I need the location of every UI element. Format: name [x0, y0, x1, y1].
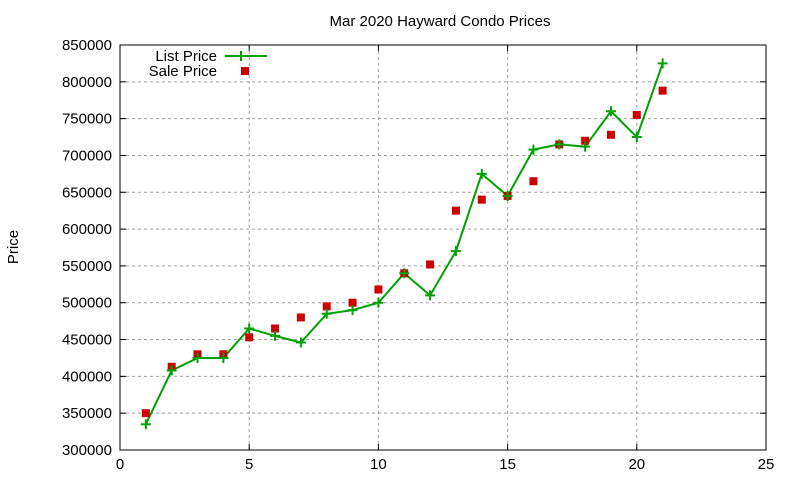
sale-price-point — [245, 333, 254, 342]
x-tick-label: 25 — [758, 456, 775, 473]
y-tick-label: 800000 — [62, 74, 112, 91]
plot-border — [119, 44, 767, 451]
y-axis-label: Price — [5, 230, 22, 264]
list-price-point — [347, 305, 358, 316]
data-series — [140, 58, 668, 430]
x-tick-label: 0 — [116, 456, 124, 473]
legend-square-icon — [241, 67, 249, 75]
legend-cross-icon — [236, 51, 246, 61]
sale-price-point — [632, 110, 641, 119]
x-axis-ticks: 0 5 10 15 20 25 — [116, 45, 775, 473]
sale-price-point — [348, 298, 357, 307]
list-price-point — [321, 308, 332, 319]
list-price-point — [528, 144, 539, 155]
legend-list-price-label: List Price — [155, 48, 217, 65]
x-tick-label: 5 — [245, 456, 253, 473]
list-price-point — [476, 168, 487, 179]
list-price-point — [554, 139, 565, 150]
y-tick-label: 600000 — [62, 221, 112, 238]
list-price-point — [631, 132, 642, 143]
sale-price-point — [529, 177, 538, 186]
list-price-point — [605, 106, 616, 117]
list-price-point — [373, 297, 384, 308]
list-price-point — [270, 330, 281, 341]
grid-lines — [120, 45, 766, 450]
sale-price-point — [658, 86, 667, 95]
list-price-point — [450, 246, 461, 257]
list-price-point — [166, 365, 177, 376]
list-price-point — [502, 190, 513, 201]
y-tick-label: 350000 — [62, 405, 112, 422]
legend-sale-price-label: Sale Price — [149, 63, 217, 80]
y-tick-label: 700000 — [62, 147, 112, 164]
y-tick-label: 750000 — [62, 111, 112, 128]
y-tick-label: 850000 — [62, 37, 112, 54]
sale-price-point — [141, 409, 150, 418]
sale-price-point — [271, 324, 280, 333]
sale-price-point — [581, 136, 590, 145]
y-tick-label: 550000 — [62, 258, 112, 275]
y-axis-ticks: 300000 350000 400000 450000 500000 550000 6000… — [62, 37, 766, 459]
list-price-point — [140, 419, 151, 430]
legend: List Price Sale Price — [149, 48, 267, 80]
list-price-point — [425, 290, 436, 301]
sale-price-point — [477, 195, 486, 204]
list-price-point — [218, 352, 229, 363]
sale-price-point — [374, 285, 383, 294]
y-tick-label: 650000 — [62, 184, 112, 201]
list-price-point — [192, 352, 203, 363]
y-tick-label: 450000 — [62, 332, 112, 349]
sale-price-point — [296, 313, 305, 322]
sale-price-point — [426, 260, 435, 269]
list-price-point — [244, 323, 255, 334]
x-tick-label: 15 — [499, 456, 516, 473]
x-tick-label: 20 — [628, 456, 645, 473]
list-price-point — [295, 337, 306, 348]
list-price-point — [657, 58, 668, 69]
x-tick-label: 10 — [370, 456, 387, 473]
y-tick-label: 400000 — [62, 368, 112, 385]
y-tick-label: 500000 — [62, 295, 112, 312]
sale-price-point — [606, 130, 615, 139]
list-price-point — [399, 268, 410, 279]
sale-price-point — [451, 206, 460, 215]
list-price-line — [144, 63, 664, 425]
list-price-point — [580, 141, 591, 152]
chart-title: Mar 2020 Hayward Condo Prices — [330, 13, 551, 30]
sale-price-point — [322, 302, 331, 311]
y-tick-label: 300000 — [62, 442, 112, 459]
